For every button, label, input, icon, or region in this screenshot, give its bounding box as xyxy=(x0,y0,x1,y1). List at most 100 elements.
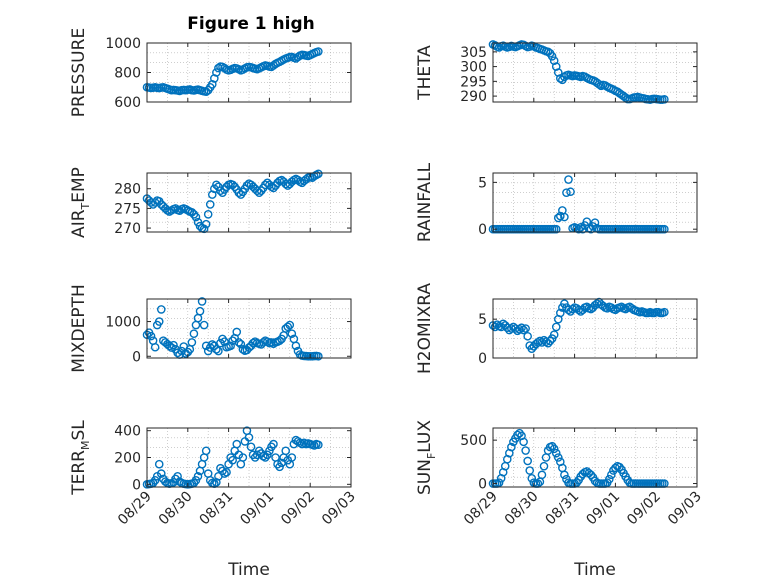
y-tick-label: 600 xyxy=(114,95,141,111)
data-point xyxy=(527,474,537,483)
y-tick-label: 275 xyxy=(114,201,141,217)
data-point xyxy=(248,338,258,348)
y-tick-label: 5 xyxy=(478,312,487,328)
data-point xyxy=(203,209,213,219)
y-axis-label: H2OMIXRA xyxy=(415,283,435,374)
axes-box xyxy=(146,172,352,233)
panel-air_temp: 270 275 280 AIRTEMP xyxy=(69,167,352,238)
data-point xyxy=(556,308,565,318)
data-point xyxy=(267,338,276,347)
data-point xyxy=(507,442,516,452)
data-point xyxy=(549,330,559,340)
x-axis-label: Time xyxy=(227,560,270,580)
data-point xyxy=(576,223,586,232)
data-point xyxy=(285,320,295,330)
y-tick-label: 0 xyxy=(478,477,487,493)
data-point xyxy=(156,305,166,314)
data-point xyxy=(216,186,225,195)
data-point xyxy=(258,451,268,461)
data-point xyxy=(283,322,293,332)
data-point xyxy=(537,470,547,480)
data-point xyxy=(519,437,528,447)
data-point xyxy=(660,307,669,317)
y-tick-label: 0 xyxy=(132,349,141,365)
data-point xyxy=(553,213,563,223)
data-point xyxy=(212,68,221,77)
y-tick-label: 0 xyxy=(478,222,487,238)
y-tick-label: 0 xyxy=(478,351,487,367)
y-tick-label: 300 xyxy=(460,60,487,76)
data-point xyxy=(201,446,211,456)
data-point xyxy=(234,188,244,197)
data-point xyxy=(314,440,323,450)
data-point xyxy=(549,444,559,454)
data-point xyxy=(232,439,242,449)
data-point xyxy=(156,469,166,478)
data-point xyxy=(191,475,201,485)
data-point xyxy=(562,188,571,197)
data-point xyxy=(281,446,291,456)
data-point xyxy=(220,469,229,478)
data-point xyxy=(660,95,669,104)
data-point xyxy=(191,212,201,222)
data-point xyxy=(214,63,223,73)
data-point xyxy=(234,338,244,347)
y-tick-label: 400 xyxy=(114,424,141,440)
data-point xyxy=(246,442,256,452)
data-point xyxy=(604,474,614,484)
data-point xyxy=(564,175,573,184)
data-point xyxy=(150,475,160,485)
data-point xyxy=(511,324,520,333)
data-point xyxy=(189,329,199,339)
data-point xyxy=(660,224,669,234)
y-tick-label: 500 xyxy=(460,433,487,449)
y-axis-label: RAINFALL xyxy=(415,162,435,242)
data-point xyxy=(551,448,561,458)
data-point xyxy=(244,433,254,442)
data-point xyxy=(150,342,160,352)
y-tick-label: 295 xyxy=(460,74,487,90)
data-point xyxy=(513,430,522,440)
data-point xyxy=(607,470,616,480)
y-axis-label: THETA xyxy=(415,45,435,101)
data-point xyxy=(314,169,323,179)
data-point xyxy=(161,477,170,486)
data-point xyxy=(521,324,530,333)
data-point xyxy=(519,325,528,335)
data-point xyxy=(539,461,549,471)
y-axis-label: TERRMSL xyxy=(69,420,92,496)
data-point xyxy=(537,338,547,347)
data-point xyxy=(263,450,272,460)
data-point xyxy=(242,181,252,190)
data-point xyxy=(525,466,535,475)
data-point xyxy=(232,327,242,337)
data-point xyxy=(154,459,164,469)
data-point xyxy=(193,471,203,481)
data-point xyxy=(545,336,555,346)
data-point xyxy=(187,338,197,347)
data-point xyxy=(287,453,297,462)
data-point xyxy=(258,338,268,347)
y-tick-label: 0 xyxy=(132,477,141,493)
data-point xyxy=(547,51,557,61)
axes-box xyxy=(492,42,698,103)
data-point xyxy=(154,317,164,326)
axes-box xyxy=(146,298,352,359)
data-point xyxy=(212,180,221,190)
data-point xyxy=(201,219,211,229)
data-point xyxy=(523,331,532,341)
y-tick-label: 1000 xyxy=(105,36,141,52)
data-point xyxy=(205,200,215,209)
panel-mixdepth: 0 1000 MIXDEPTH xyxy=(69,284,352,373)
panel-h2omixra: 0 5 H2OMIXRA xyxy=(415,283,698,374)
data-point xyxy=(309,441,319,450)
data-point xyxy=(494,478,504,487)
data-point xyxy=(275,462,284,472)
y-tick-label: 1000 xyxy=(105,315,141,331)
data-point xyxy=(517,323,526,333)
y-tick-label: 800 xyxy=(114,66,141,82)
data-point xyxy=(590,218,600,227)
panel-rainfall: 0 5 RAINFALL xyxy=(415,162,698,242)
data-point xyxy=(228,455,237,465)
